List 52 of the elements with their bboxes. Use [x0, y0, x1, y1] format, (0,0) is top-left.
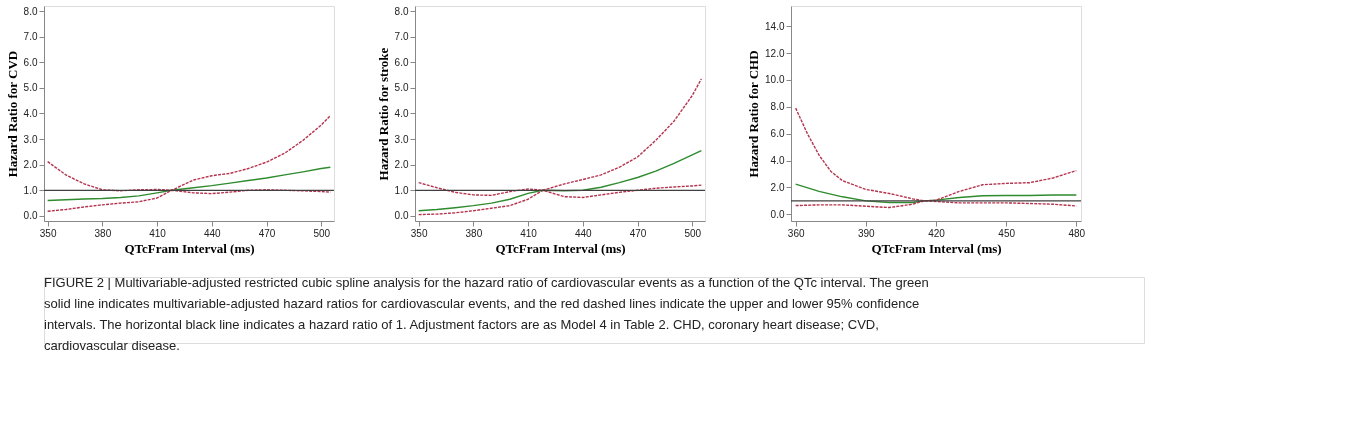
y-tick-label: 5.0: [394, 82, 409, 94]
y-axis-title: Hazard Ratio for stroke: [375, 47, 391, 181]
y-tick-label: 8.0: [770, 101, 785, 113]
x-tick-label: 410: [520, 227, 538, 239]
x-axis-title: QTcFram Interval (ms): [495, 240, 626, 256]
y-tick-label: 3.0: [394, 133, 409, 145]
y-tick-label: 7.0: [23, 31, 38, 43]
x-tick-label: 360: [787, 227, 805, 239]
y-tick-label: 0.0: [394, 210, 409, 222]
x-tick-label: 390: [857, 227, 876, 239]
x-tick-label: 500: [313, 227, 331, 239]
line-series: [46, 166, 332, 202]
y-tick-label: 5.0: [23, 82, 38, 94]
y-tick-label: 12.0: [765, 47, 785, 59]
x-tick-label: 410: [149, 227, 167, 239]
line-series: [794, 183, 1078, 204]
y-tick-label: 14.0: [765, 20, 785, 32]
y-tick-label: 6.0: [23, 56, 38, 68]
y-tick-label: 8.0: [23, 5, 38, 17]
y-axis-title: Hazard Ratio for CVD: [4, 50, 20, 178]
y-tick-label: 4.0: [23, 108, 38, 119]
y-tick-label: 10.0: [765, 74, 785, 86]
y-tick-label: 4.0: [770, 155, 785, 167]
y-tick-label: 2.0: [23, 159, 38, 171]
x-axis-title: QTcFram Interval (ms): [871, 240, 1002, 256]
y-tick-label: 3.0: [23, 133, 38, 145]
x-tick-label: 500: [684, 227, 702, 239]
y-tick-label: 6.0: [394, 56, 409, 68]
y-tick-label: 2.0: [394, 159, 409, 171]
x-tick-label: 350: [39, 227, 57, 239]
x-tick-label: 380: [94, 227, 112, 239]
x-tick-label: 450: [998, 227, 1016, 239]
y-tick-label: 0.0: [770, 208, 785, 220]
y-tick-label: 4.0: [394, 108, 409, 119]
y-tick-label: 2.0: [770, 181, 785, 193]
caption: FIGURE 2 | Multivariable-adjusted restricted cubic spline analysis for the hazard ratio of cardiovascular events as a function of the QTc interval. The green solid line indicates multivariable-adjusted hazard ratios for cardiovascular events, and the red dashed lines indicate the upper and lower 95% confidence intervals. The horizontal black line indicates a hazard ratio of 1. Adjustment factors are as Model 4 in Table 2. CHD, coronary heart disease; CVD, cardiovascular disease.: [44, 275, 929, 353]
y-tick-label: 6.0: [770, 128, 785, 140]
y-tick-label: 7.0: [394, 31, 409, 43]
y-tick-label: 1.0: [23, 184, 38, 196]
x-tick-label: 440: [203, 227, 222, 239]
x-tick-label: 480: [1068, 227, 1086, 239]
y-tick-label: 1.0: [394, 184, 409, 196]
x-tick-label: 470: [258, 227, 276, 239]
x-axis-title: QTcFram Interval (ms): [124, 240, 255, 256]
x-tick-label: 440: [574, 227, 593, 239]
y-tick-label: 8.0: [394, 5, 409, 17]
x-tick-label: 380: [465, 227, 483, 239]
x-tick-label: 470: [629, 227, 647, 239]
x-tick-label: 350: [410, 227, 428, 239]
y-axis-title: Hazard Ratio for CHD: [746, 50, 762, 178]
y-tick-label: 0.0: [23, 210, 38, 222]
x-tick-label: 420: [928, 227, 946, 239]
